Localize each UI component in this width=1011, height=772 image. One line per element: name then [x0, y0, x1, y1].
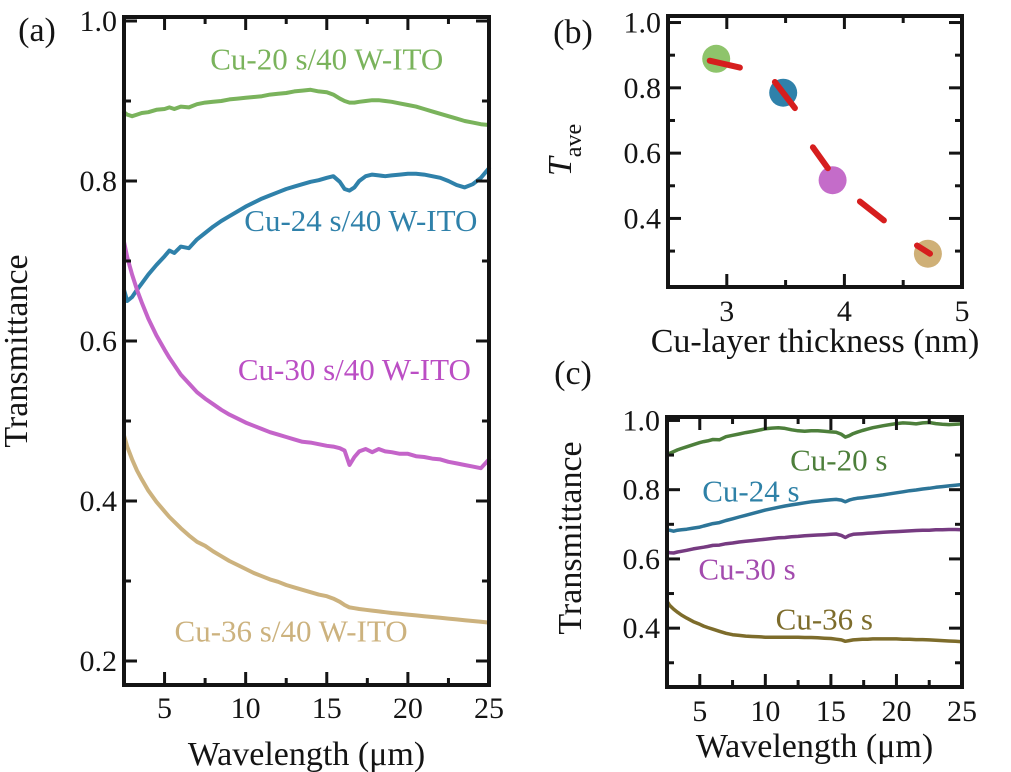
panel-b-ytick-label-0.8: 0.8	[624, 72, 662, 105]
curve-cu-24-s	[665, 482, 964, 533]
panel-a: 5 10 15 20 25 0.2 0.4 0.6 0.8 1.0 Wavelength (μm) T…	[0, 5, 504, 772]
panel-c-ytick-label-0.6: 0.6	[623, 543, 661, 576]
curve-cu-36-s	[665, 599, 964, 644]
panel-a-ytick-label-0.2: 0.2	[80, 645, 118, 678]
panel-c-xtick-label-5: 5	[692, 695, 707, 728]
panel-letter-b: (b)	[553, 14, 593, 51]
panel-a-xtick-label-20: 20	[393, 692, 423, 725]
panel-b-ytick-label-1.0: 1.0	[624, 7, 662, 40]
panel-letter-a: (a)	[18, 12, 56, 49]
panel-c-xtick-label-15: 15	[816, 695, 846, 728]
curve-cu-24-s-40-w-ito	[122, 166, 491, 303]
trend-dash-5	[914, 242, 933, 257]
trend-dash-4	[856, 198, 887, 224]
panel-a-ytick-label-1.0: 1.0	[80, 5, 118, 38]
panel-a-xlabel: Wavelength (μm)	[188, 736, 425, 772]
curve-label-cu-20-s-40-w-ito: Cu-20 s/40 W-ITO	[210, 41, 443, 76]
scatter-point-cu-30-s	[818, 166, 847, 195]
trend-dash-3	[809, 144, 831, 172]
panel-c-frame	[665, 415, 964, 689]
panel-c-xtick-label-25: 25	[947, 695, 977, 728]
panel-b-ytick-label-0.4: 0.4	[624, 202, 662, 235]
panel-a-xtick-label-5: 5	[157, 692, 172, 725]
curve-cu-36-s-40-w-ito	[122, 433, 491, 625]
panel-b-xlabel: Cu-layer thickness (nm)	[651, 323, 980, 360]
panel-b-frame	[666, 14, 964, 289]
panel-c-xlabel: Wavelength (μm)	[696, 728, 933, 765]
panel-c-ytick-label-1.0: 1.0	[623, 404, 661, 437]
panel-c-ylabel: Transmittance	[552, 441, 589, 634]
panel-a-ytick-label-0.8: 0.8	[80, 165, 118, 198]
panel-b-xtick-label-5: 5	[955, 295, 970, 328]
curve-cu-20-s-40-w-ito	[122, 87, 491, 127]
panel-letter-c: (c)	[554, 355, 592, 392]
panel-a-ytick-label-0.4: 0.4	[80, 485, 118, 518]
panel-b-ylabel: Tave	[542, 124, 587, 176]
curve-label-cu-36-s-40-w-ito: Cu-36 s/40 W-ITO	[175, 613, 408, 648]
panel-b: 3 4 5 0.4 0.6 0.8 1.0 Cu-layer thickness (nm) Ta…	[542, 7, 979, 360]
panel-c-xtick-label-10: 10	[750, 695, 780, 728]
panel-a-xtick-label-15: 15	[312, 692, 342, 725]
curve-cu-30-s-40-w-ito	[122, 239, 491, 471]
panel-a-ylabel: Transmittance	[0, 254, 35, 447]
curve-label-cu-20-s: Cu-20 s	[790, 442, 887, 477]
panel-b-ytick-label-0.6: 0.6	[624, 137, 662, 170]
curve-cu-30-s	[665, 527, 964, 555]
curve-label-cu-30-s-40-w-ito: Cu-30 s/40 W-ITO	[238, 352, 471, 387]
panel-c-ytick-label-0.4: 0.4	[623, 612, 661, 645]
curve-label-cu-24-s: Cu-24 s	[702, 473, 799, 508]
panel-a-xtick-label-10: 10	[231, 692, 261, 725]
curve-label-cu-24-s-40-w-ito: Cu-24 s/40 W-ITO	[244, 203, 477, 238]
trend-dash-2	[771, 79, 798, 112]
curve-cu-20-s	[665, 420, 964, 457]
curve-label-cu-30-s: Cu-30 s	[698, 551, 795, 586]
panel-c-ytick-label-0.8: 0.8	[623, 474, 661, 507]
panel-b-xtick-label-4: 4	[837, 295, 852, 328]
panel-c-xtick-label-20: 20	[881, 695, 911, 728]
trend-dash-1	[706, 57, 743, 71]
panel-a-ytick-label-0.6: 0.6	[80, 325, 118, 358]
panel-a-xtick-label-25: 25	[474, 692, 504, 725]
panel-b-xtick-label-3: 3	[719, 295, 734, 328]
panel-a-frame	[122, 15, 491, 687]
curve-label-cu-36-s: Cu-36 s	[776, 602, 873, 637]
panel-c: 5 10 15 20 25 0.4 0.6 0.8 1.0 Wavelength (μm) Tran…	[552, 355, 977, 765]
scatter-point-cu-20-s	[702, 44, 731, 73]
